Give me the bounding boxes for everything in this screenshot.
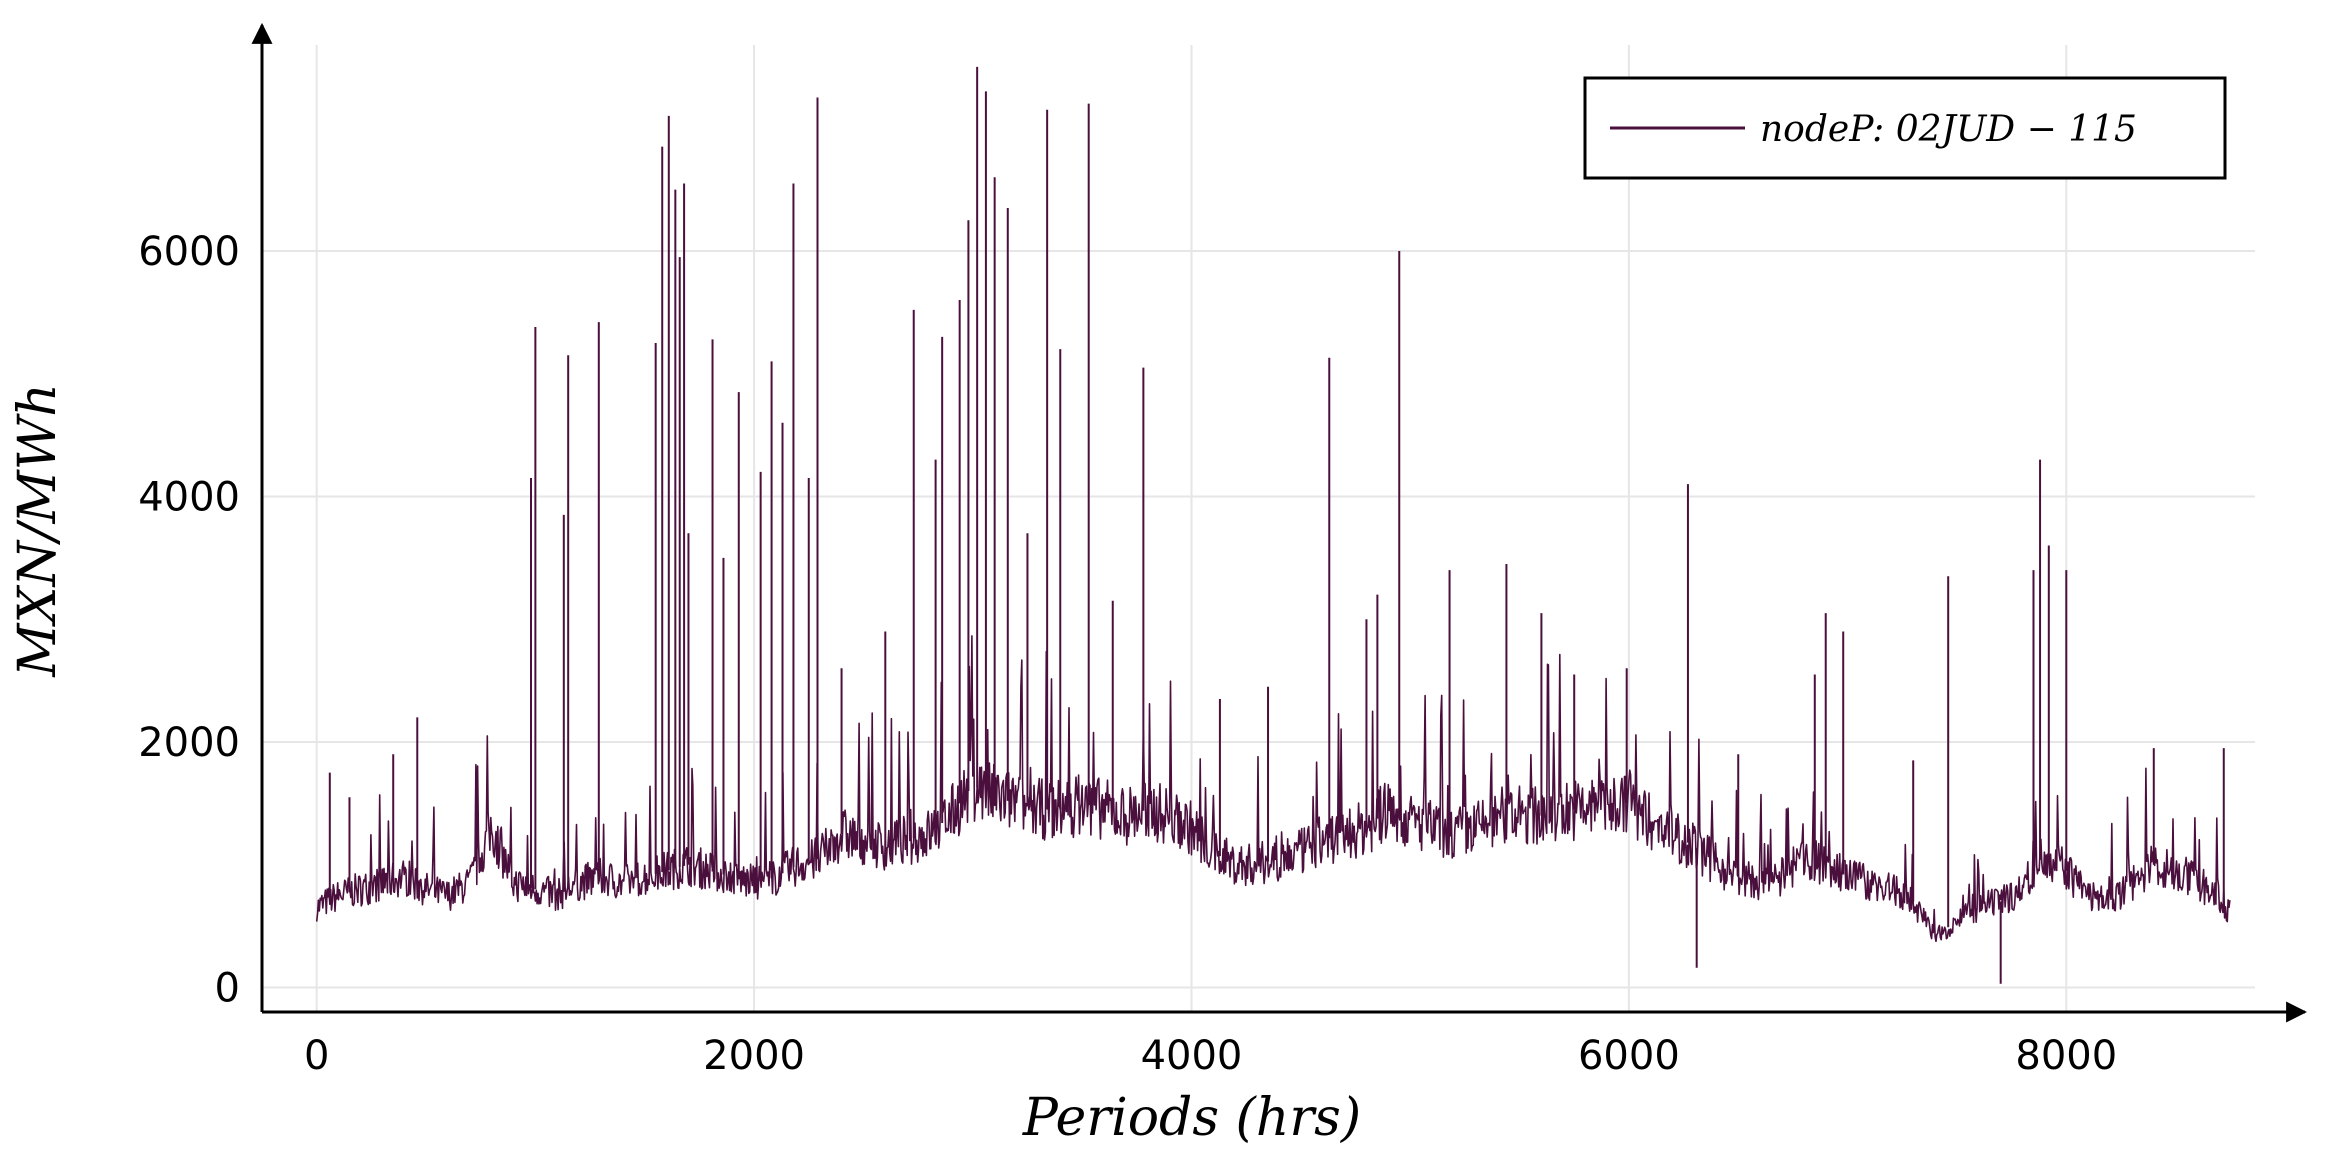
- legend-label: nodeP: 02JUD − 115: [1760, 109, 2137, 150]
- plot-area: [315, 66, 2231, 984]
- y-tick-label: 4000: [138, 474, 240, 520]
- axes: [251, 22, 2308, 1023]
- y-tick-labels: 0 2000 4000 6000: [138, 229, 240, 1012]
- y-tick-label: 2000: [138, 720, 240, 766]
- y-tick-label: 6000: [138, 229, 240, 275]
- legend: nodeP: 02JUD − 115: [1583, 76, 2227, 180]
- y-tick-label: 0: [215, 965, 240, 1011]
- x-tick-label: 2000: [703, 1033, 805, 1079]
- x-tick-label: 4000: [1141, 1033, 1243, 1079]
- grid-lines: [262, 45, 2255, 1012]
- x-tick-label: 8000: [2015, 1033, 2117, 1079]
- x-tick-labels: 0 2000 4000 6000 8000: [304, 1033, 2117, 1079]
- y-axis-title: MXN/MWh: [8, 383, 68, 677]
- x-tick-label: 0: [304, 1033, 329, 1079]
- series-line: [315, 635, 2231, 943]
- x-axis-title: Periods (hrs): [1022, 1088, 1361, 1148]
- series-spikes: [328, 66, 2225, 984]
- x-tick-label: 6000: [1578, 1033, 1680, 1079]
